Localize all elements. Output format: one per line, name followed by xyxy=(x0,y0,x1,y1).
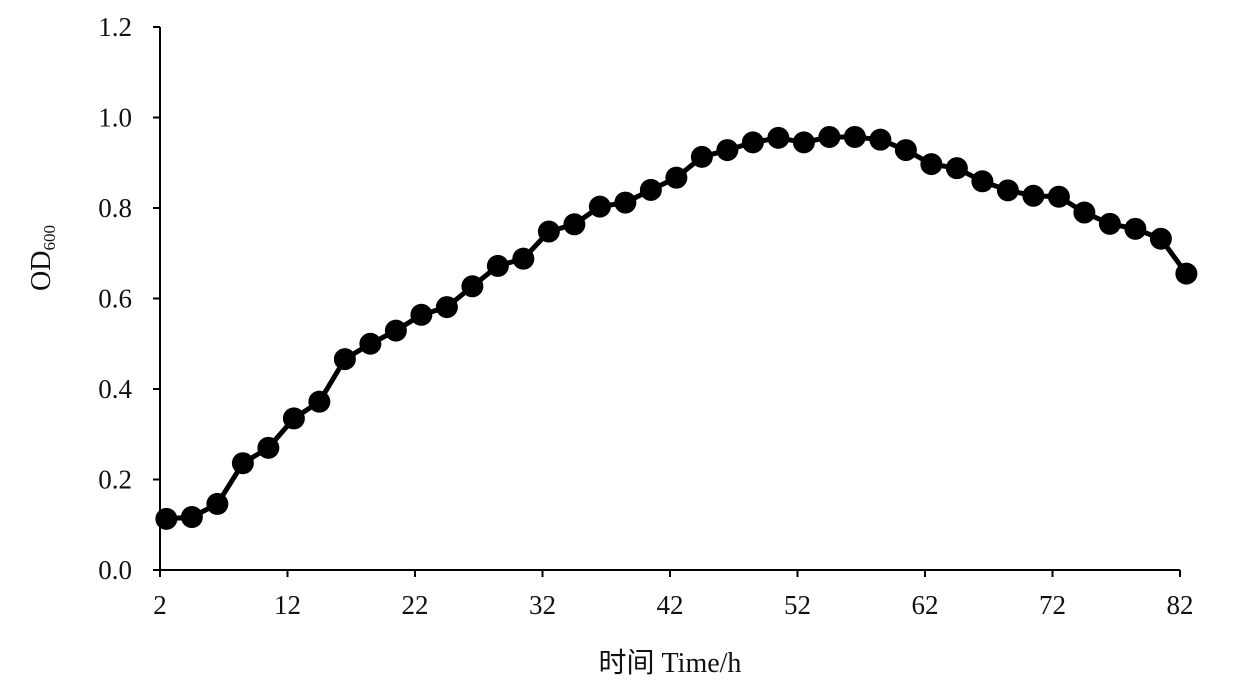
x-tick-label: 2 xyxy=(153,590,167,620)
y-tick-label: 1.0 xyxy=(98,103,132,133)
x-tick-label: 72 xyxy=(1039,590,1066,620)
data-point xyxy=(945,157,968,180)
data-point xyxy=(384,319,407,342)
y-axis-ticks: 0.0 0.2 0.4 0.6 0.8 1.0 1.2 xyxy=(98,12,160,585)
data-point xyxy=(537,220,560,243)
data-point xyxy=(843,125,866,148)
data-point xyxy=(1098,212,1121,235)
x-tick-label: 12 xyxy=(274,590,301,620)
data-point xyxy=(818,125,841,148)
y-tick-label: 0.6 xyxy=(98,284,132,314)
x-tick-label: 22 xyxy=(402,590,429,620)
x-axis-title: 时间 Time/h xyxy=(599,647,742,679)
data-point xyxy=(920,153,943,176)
data-point xyxy=(1073,201,1096,224)
data-point xyxy=(282,407,305,430)
y-axis-title: OD600 xyxy=(26,225,59,291)
data-point xyxy=(333,348,356,371)
data-point xyxy=(971,170,994,193)
data-point xyxy=(180,506,203,529)
data-point xyxy=(716,139,739,162)
data-point xyxy=(1124,217,1147,240)
data-point xyxy=(1047,185,1070,208)
data-point xyxy=(1022,184,1045,207)
y-tick-label: 0.0 xyxy=(98,555,132,585)
data-point xyxy=(512,247,535,270)
data-point xyxy=(767,126,790,149)
x-tick-label: 32 xyxy=(529,590,556,620)
data-point xyxy=(563,213,586,236)
y-tick-label: 0.8 xyxy=(98,193,132,223)
x-tick-label: 62 xyxy=(912,590,939,620)
data-point xyxy=(308,390,331,413)
data-point xyxy=(1175,262,1198,285)
data-point xyxy=(206,492,229,515)
data-point xyxy=(996,179,1019,202)
data-point xyxy=(155,507,178,530)
y-axis-title-subscript: 600 xyxy=(40,225,59,251)
x-tick-label: 52 xyxy=(784,590,811,620)
data-point xyxy=(665,166,688,189)
data-point xyxy=(435,296,458,319)
data-point xyxy=(257,436,280,459)
y-axis-title-main: OD xyxy=(26,251,57,291)
data-point xyxy=(741,131,764,154)
x-axis-ticks: 2 12 22 32 42 52 62 72 82 xyxy=(153,570,1194,620)
y-tick-label: 0.4 xyxy=(98,374,132,404)
data-point xyxy=(410,303,433,326)
data-point xyxy=(894,139,917,162)
x-tick-label: 42 xyxy=(657,590,684,620)
y-tick-label: 0.2 xyxy=(98,465,132,495)
y-tick-label: 1.2 xyxy=(98,12,132,42)
data-point xyxy=(690,145,713,168)
data-point xyxy=(231,452,254,475)
data-point xyxy=(792,131,815,154)
data-point xyxy=(614,191,637,214)
data-point xyxy=(486,254,509,277)
data-point xyxy=(639,178,662,201)
data-point xyxy=(869,128,892,151)
data-point xyxy=(588,195,611,218)
series-group xyxy=(155,125,1198,530)
data-point xyxy=(1149,227,1172,250)
data-point xyxy=(461,275,484,298)
data-point xyxy=(359,332,382,355)
x-tick-label: 82 xyxy=(1167,590,1194,620)
